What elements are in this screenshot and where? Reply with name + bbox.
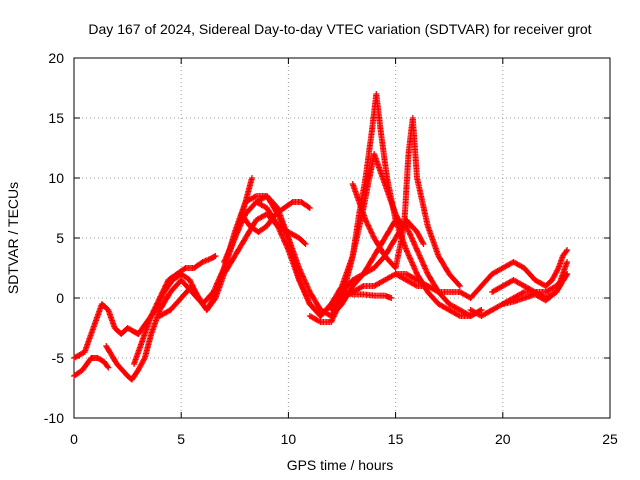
x-tick-label: 5 bbox=[177, 431, 185, 447]
series-track-14 bbox=[392, 271, 463, 295]
y-tick-label: 15 bbox=[48, 110, 64, 126]
series-track-15 bbox=[456, 247, 571, 301]
x-axis-tick-labels: 0 5 10 15 20 25 bbox=[70, 431, 618, 447]
x-axis-label: GPS time / hours bbox=[287, 457, 394, 473]
plus-markers bbox=[392, 271, 463, 295]
series-track-12 bbox=[339, 289, 395, 301]
plus-markers bbox=[456, 247, 571, 301]
y-tick-label: 20 bbox=[48, 50, 64, 66]
plus-markers bbox=[103, 175, 255, 383]
x-tick-label: 25 bbox=[602, 431, 618, 447]
grid-lines bbox=[74, 58, 610, 418]
chart-title: Day 167 of 2024, Sidereal Day-to-day VTE… bbox=[88, 21, 591, 37]
plus-markers bbox=[71, 355, 112, 379]
series-track-2 bbox=[71, 355, 112, 379]
axis-ticks bbox=[73, 57, 611, 419]
y-tick-label: 5 bbox=[56, 230, 64, 246]
plus-markers bbox=[339, 289, 395, 301]
x-tick-label: 20 bbox=[495, 431, 511, 447]
series-track-13 bbox=[349, 115, 463, 289]
y-axis-tick-labels: -10 -5 0 5 10 15 20 bbox=[44, 50, 64, 426]
series-track-1 bbox=[71, 301, 142, 361]
plus-markers bbox=[71, 301, 142, 361]
x-tick-label: 10 bbox=[281, 431, 297, 447]
y-axis-label: SDTVAR / TECUs bbox=[5, 182, 21, 294]
y-tick-label: -10 bbox=[44, 410, 64, 426]
data-points bbox=[71, 91, 571, 383]
y-tick-label: 0 bbox=[56, 290, 64, 306]
x-tick-label: 0 bbox=[70, 431, 78, 447]
y-tick-label: -5 bbox=[52, 350, 65, 366]
x-tick-label: 15 bbox=[388, 431, 404, 447]
plus-markers bbox=[499, 259, 571, 307]
y-tick-label: 10 bbox=[48, 170, 64, 186]
plus-markers bbox=[349, 115, 463, 289]
series-track-18 bbox=[499, 259, 571, 307]
series-track-3 bbox=[103, 175, 255, 383]
